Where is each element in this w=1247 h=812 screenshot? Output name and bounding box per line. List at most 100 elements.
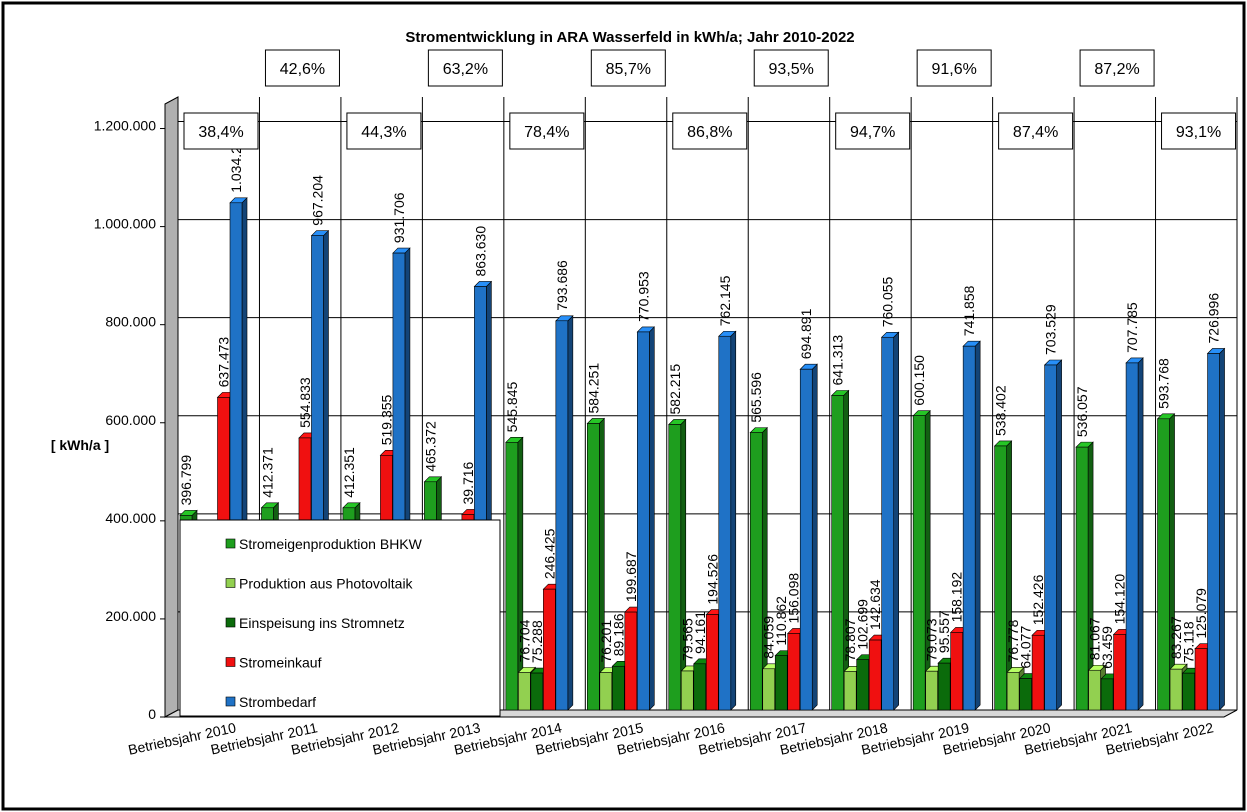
data-label: 793.686	[554, 260, 570, 311]
annotation-box	[427, 49, 503, 87]
bar	[1100, 678, 1114, 711]
data-label: 703.529	[1043, 304, 1059, 355]
annotation: 94,7%	[850, 124, 895, 141]
bar	[599, 672, 613, 711]
bar	[624, 611, 638, 711]
data-label: 863.630	[472, 226, 488, 277]
bar	[543, 588, 556, 711]
bar	[718, 335, 732, 711]
y-tick-label: 400.000	[105, 510, 156, 526]
data-label: 75.118	[1181, 621, 1197, 663]
annotation-box	[264, 49, 340, 87]
annotation: 86,8%	[687, 124, 732, 141]
bar-side	[730, 330, 737, 711]
legend-label: Strombedarf	[239, 694, 316, 710]
data-label: 194.526	[704, 554, 720, 605]
bar	[881, 336, 894, 711]
annotation: 87,4%	[1013, 124, 1058, 141]
data-label: 76.778	[1005, 619, 1021, 662]
data-label: 694.891	[798, 308, 814, 359]
bar-side	[924, 409, 931, 711]
annotation: 44,3%	[361, 124, 406, 141]
bar	[530, 672, 544, 711]
y-tick-label: 1.000.000	[94, 216, 156, 232]
data-label: 545.845	[504, 381, 520, 432]
data-label: 565.596	[748, 372, 764, 423]
bar	[1113, 634, 1126, 711]
bar	[587, 423, 600, 711]
annotation: 85,7%	[606, 61, 651, 78]
data-label: 554.833	[297, 377, 313, 428]
bar	[1207, 353, 1220, 711]
bar	[1088, 669, 1101, 711]
bar	[1169, 668, 1183, 711]
bar	[1194, 648, 1208, 711]
bar	[912, 415, 926, 711]
annotation: 93,1%	[1176, 124, 1221, 141]
data-label: 81.067	[1087, 617, 1103, 660]
data-label: 412.371	[259, 447, 275, 498]
bar	[1044, 364, 1057, 711]
bar	[925, 670, 938, 711]
data-label: 154.120	[1112, 574, 1128, 625]
legend-swatch	[225, 696, 236, 707]
annotation-box	[916, 49, 992, 87]
bar	[1125, 362, 1139, 711]
bar	[693, 663, 707, 711]
annotation-box	[509, 112, 585, 150]
data-label: 79.073	[924, 618, 940, 661]
bar	[1019, 678, 1032, 711]
data-label: 63.459	[1099, 626, 1115, 669]
bar	[799, 368, 813, 711]
annotation-box	[672, 112, 748, 150]
data-label: 641.313	[830, 335, 846, 386]
bar-side	[680, 418, 687, 711]
legend-label: Stromeinkauf	[239, 655, 322, 671]
data-label: 142.634	[867, 579, 883, 630]
annotation-box	[346, 112, 422, 150]
data-label: 582.215	[667, 364, 683, 415]
annotation: 91,6%	[931, 61, 976, 78]
data-label: 762.145	[717, 275, 733, 326]
y-tick-label: 600.000	[105, 412, 156, 428]
bar-side	[567, 315, 574, 711]
bar	[774, 655, 788, 711]
annotation-box	[590, 49, 666, 87]
data-label: 967.204	[309, 175, 325, 226]
annotation-box	[1161, 112, 1237, 150]
y-tick-label: 1.200.000	[94, 118, 156, 134]
bar	[762, 668, 776, 711]
bar	[856, 659, 869, 711]
annotation-box	[1079, 49, 1155, 87]
bar-side	[649, 326, 655, 711]
data-label: 741.858	[961, 285, 977, 336]
data-label: 110.862	[773, 596, 789, 646]
bar	[749, 432, 763, 711]
data-label: 931.706	[391, 192, 407, 243]
bar	[787, 633, 801, 711]
legend-swatch	[225, 617, 236, 628]
legend-label: Stromeigenproduktion BHKW	[239, 536, 423, 552]
data-label: 593.768	[1156, 358, 1172, 409]
bar	[518, 672, 531, 711]
data-label: 76.704	[516, 619, 532, 662]
data-label: 102.699	[855, 599, 871, 650]
data-label: 246.425	[541, 528, 557, 579]
bar	[1157, 418, 1170, 711]
data-label: 637.473	[216, 337, 232, 388]
annotation: 93,5%	[769, 61, 814, 78]
left-wall	[164, 96, 179, 718]
data-label: 79.565	[679, 618, 695, 661]
bar	[950, 632, 963, 711]
annotation-box	[183, 112, 259, 150]
bar	[831, 395, 844, 711]
annotation: 78,4%	[524, 124, 569, 141]
data-label: 396.799	[178, 455, 194, 506]
bar-side	[1219, 347, 1225, 711]
data-label: 519.355	[378, 394, 394, 445]
bar	[962, 345, 976, 711]
y-tick-label: 200.000	[105, 608, 156, 624]
bar-side	[1137, 357, 1144, 711]
data-label: 158.192	[949, 572, 965, 623]
